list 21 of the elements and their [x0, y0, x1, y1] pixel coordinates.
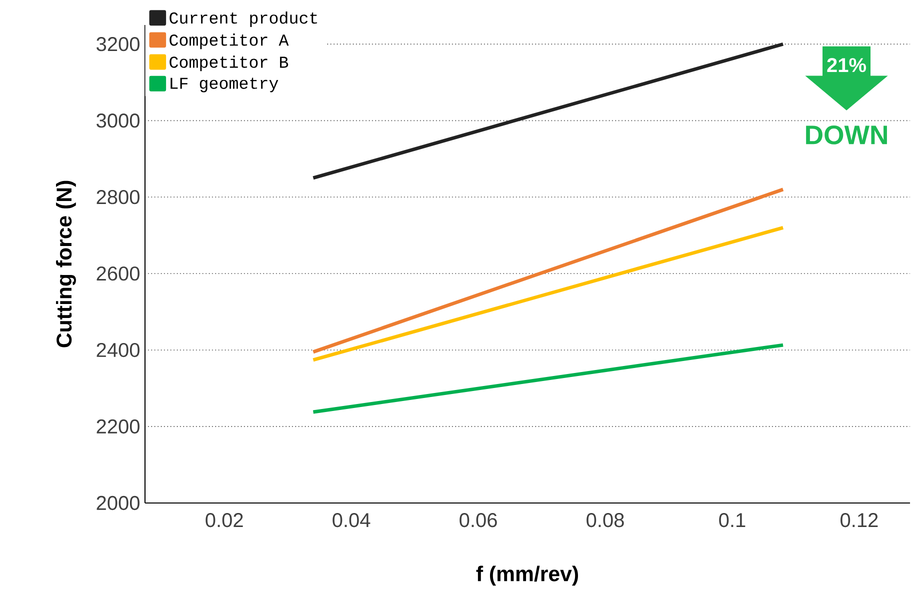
y-tick-label: 3000	[96, 114, 140, 128]
x-tick-label: 0.1	[719, 513, 746, 528]
legend-label: LF geometry	[170, 78, 278, 92]
x-axis-title: f (mm/rev)	[476, 566, 578, 586]
x-tick-label: 0.02	[206, 513, 243, 528]
legend-label: Competitor A	[170, 34, 289, 50]
legend-label: Current product	[170, 11, 318, 28]
y-axis-title: Cutting force (N)	[56, 180, 76, 348]
annotation: 21%	[827, 58, 866, 72]
y-tick-label: 3200	[96, 37, 140, 52]
x-tick-label: 0.12	[840, 513, 878, 528]
y-tick-label: 2400	[96, 342, 140, 358]
y-tick-label: 2600	[96, 266, 140, 281]
x-tick-label: 0.04	[332, 513, 370, 528]
x-tick-label: 0.06	[460, 513, 497, 528]
y-tick-label: 2000	[96, 496, 140, 510]
y-tick-label: 2800	[96, 190, 140, 204]
annotation: DOWN	[806, 126, 887, 144]
legend-label: Competitor B	[170, 56, 288, 72]
y-tick-label: 2200	[96, 419, 140, 434]
x-tick-label: 0.08	[586, 513, 624, 528]
